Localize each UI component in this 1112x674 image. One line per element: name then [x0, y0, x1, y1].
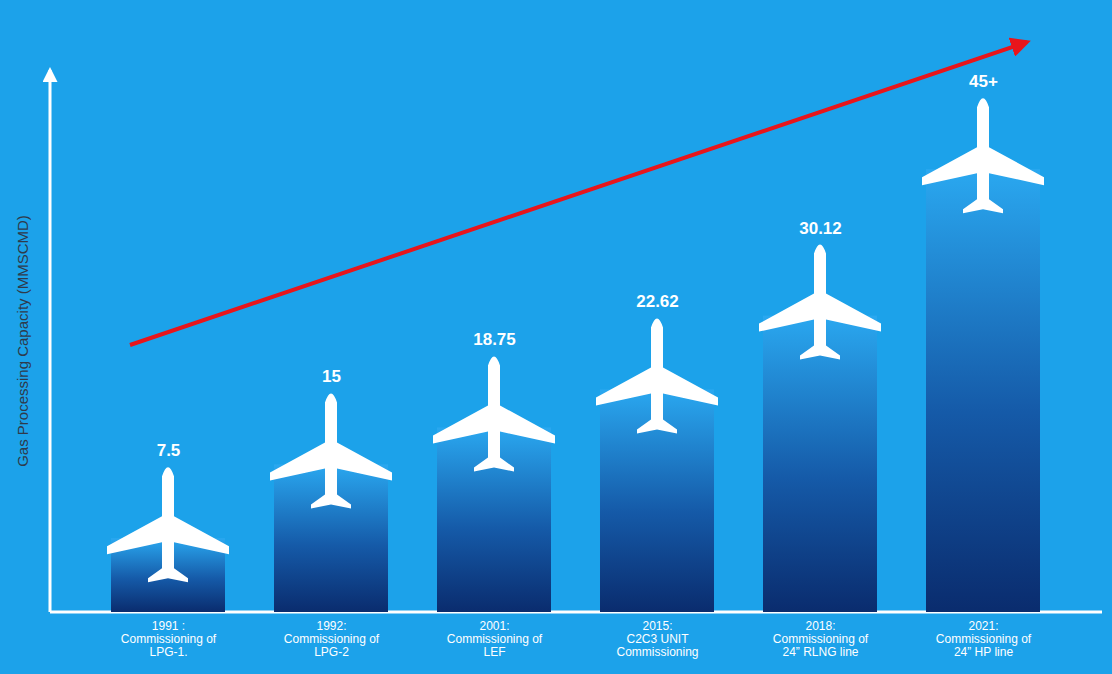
svg-text:30.12: 30.12	[799, 219, 842, 238]
svg-text:1992:Commissioning ofLPG-2: 1992:Commissioning ofLPG-2	[284, 619, 380, 659]
svg-text:15: 15	[322, 367, 341, 386]
svg-text:2018:Commissioning of24” RLNG: 2018:Commissioning of24” RLNG line	[773, 619, 869, 659]
svg-text:2015:C2C3 UNITCommissioning: 2015:C2C3 UNITCommissioning	[616, 619, 698, 659]
svg-text:2021:Commissioning of24” HP li: 2021:Commissioning of24” HP line	[936, 619, 1032, 659]
svg-text:Gas Processing Capacity (MMSCM: Gas Processing Capacity (MMSCMD)	[14, 215, 31, 467]
svg-text:7.5: 7.5	[157, 441, 181, 460]
svg-text:22.62: 22.62	[636, 292, 679, 311]
svg-text:2001:Commissioning ofLEF: 2001:Commissioning ofLEF	[447, 619, 543, 659]
svg-text:45+: 45+	[969, 72, 998, 91]
svg-text:18.75: 18.75	[473, 330, 516, 349]
svg-text:1991 :Commissioning ofLPG-1.: 1991 :Commissioning ofLPG-1.	[121, 619, 217, 659]
